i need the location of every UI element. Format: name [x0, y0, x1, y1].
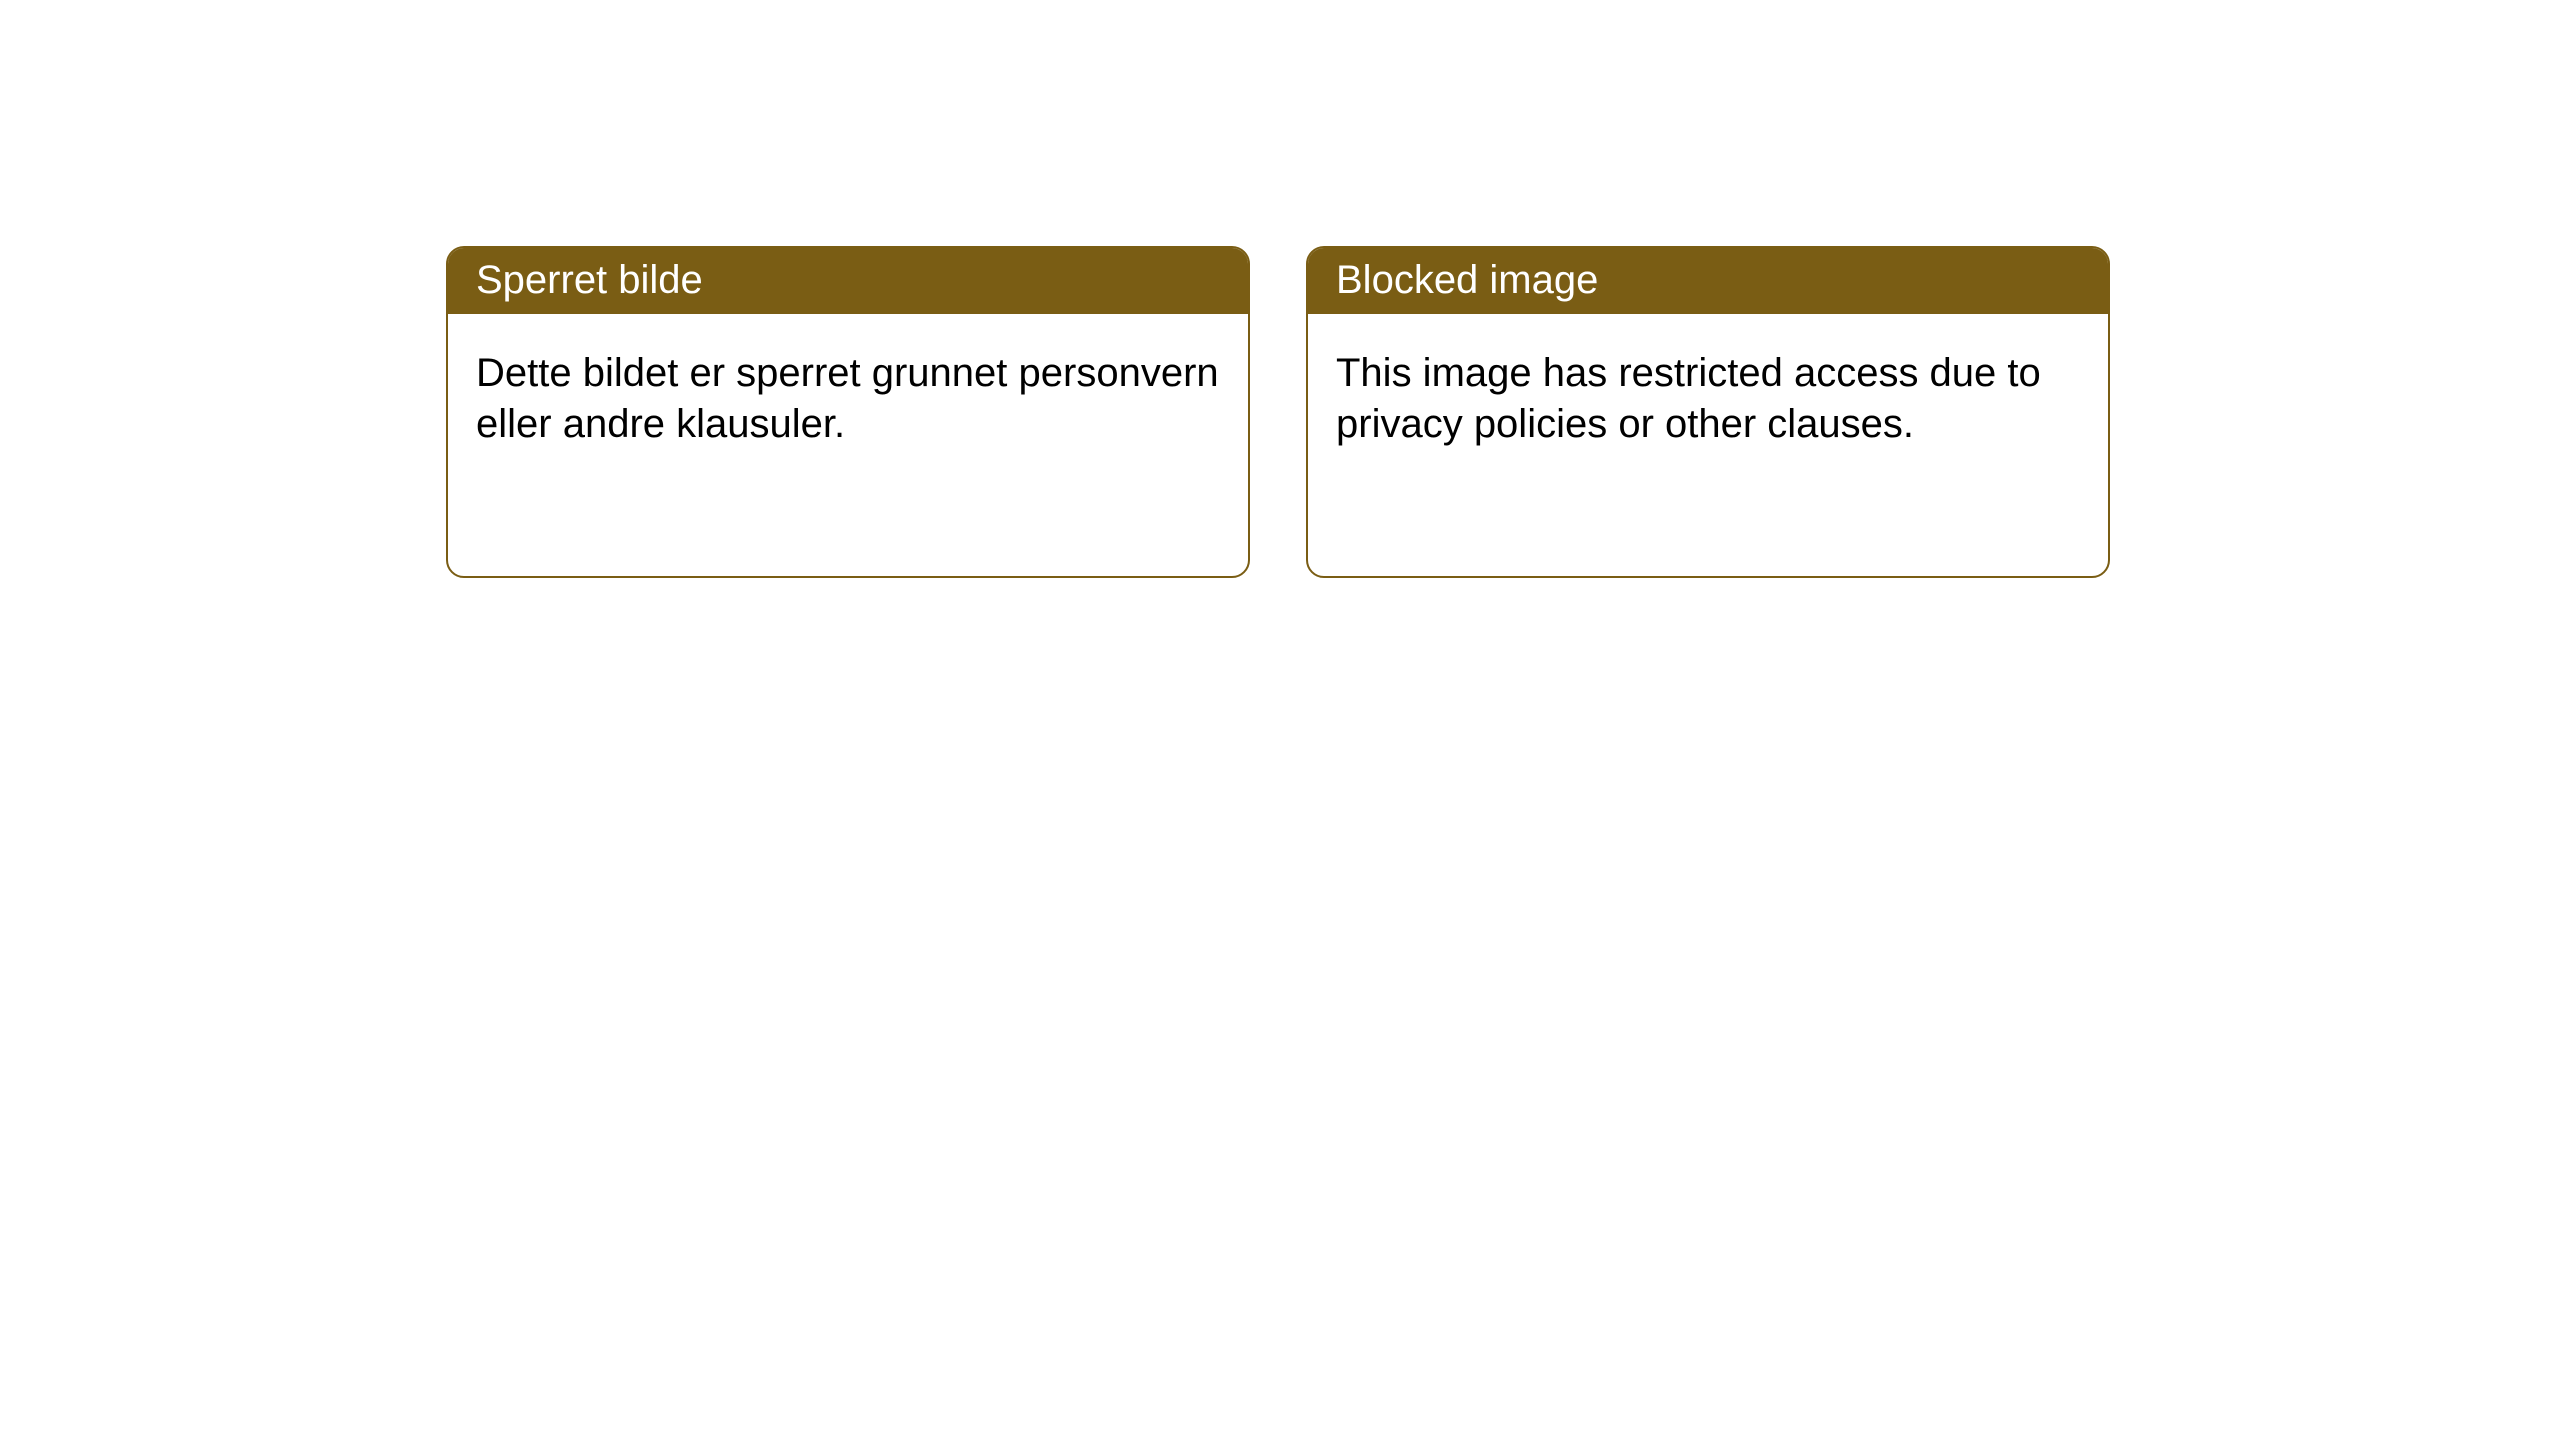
notice-title-en: Blocked image — [1308, 248, 2108, 314]
notice-body-en: This image has restricted access due to … — [1308, 314, 2108, 484]
notice-card-en: Blocked image This image has restricted … — [1306, 246, 2110, 578]
notice-title-no: Sperret bilde — [448, 248, 1248, 314]
notice-container: Sperret bilde Dette bildet er sperret gr… — [0, 0, 2560, 578]
notice-body-no: Dette bildet er sperret grunnet personve… — [448, 314, 1248, 484]
notice-card-no: Sperret bilde Dette bildet er sperret gr… — [446, 246, 1250, 578]
